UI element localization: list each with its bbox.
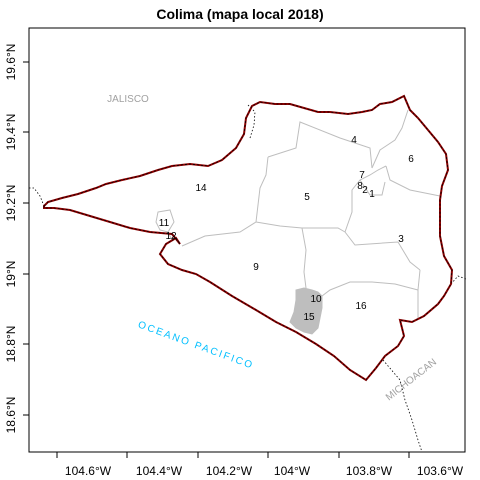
michoacan-south-border <box>382 359 423 453</box>
plot-frame <box>28 27 466 453</box>
x-tick-label: 104°W <box>274 464 311 478</box>
y-axis: 18.6°N 18.8°N 19°N 19.2°N 19.4°N 19.6°N <box>4 44 29 434</box>
municipality-label: 11 <box>159 218 170 229</box>
x-tick-label: 104.6°W <box>65 464 112 478</box>
map-title: Colima (mapa local 2018) <box>156 6 324 22</box>
municipality-label: 3 <box>398 234 404 245</box>
y-tick-label: 18.8°N <box>4 326 18 363</box>
municipality-label: 7 <box>359 170 365 181</box>
x-tick-label: 103.6°W <box>417 464 464 478</box>
y-tick-label: 19.2°N <box>4 185 18 222</box>
x-tick-label: 104.2°W <box>206 464 253 478</box>
x-tick-label: 103.8°W <box>346 464 393 478</box>
y-tick-label: 19.4°N <box>4 114 18 151</box>
y-tick-label: 18.6°N <box>4 397 18 434</box>
colima-state-border <box>43 94 454 382</box>
municipality-label: 15 <box>303 312 315 323</box>
neighbor-borders <box>29 104 467 453</box>
municipal-borders <box>155 109 441 318</box>
municipality-label: 10 <box>310 294 322 305</box>
municipality-label: 8 <box>357 181 363 192</box>
jalisco-label: JALISCO <box>107 94 149 105</box>
y-tick-label: 19°N <box>4 261 18 288</box>
x-axis: 104.6°W 104.4°W 104.2°W 104°W 103.8°W 10… <box>56 452 464 478</box>
x-tick-label: 104.4°W <box>136 464 183 478</box>
municipality-15-area[interactable] <box>289 287 323 335</box>
municipality-label: 14 <box>195 183 207 194</box>
municipality-label: 6 <box>408 154 414 165</box>
y-tick-label: 19.6°N <box>4 44 18 81</box>
municipality-label: 12 <box>165 231 177 242</box>
michoacan-label: MICHOACAN <box>384 357 439 403</box>
municipality-label: 5 <box>304 192 310 203</box>
municipality-label: 2 <box>362 185 368 196</box>
colima-state-border-dash <box>43 95 453 381</box>
municipality-label: 9 <box>253 262 259 273</box>
municipality-label: 4 <box>351 135 357 146</box>
jalisco-west-border <box>29 187 45 207</box>
municipality-label: 16 <box>355 301 367 312</box>
michoacan-east-border <box>450 275 467 285</box>
municipality-label: 1 <box>369 189 375 200</box>
ocean-label: OCEANO PACIFICO <box>136 320 255 372</box>
